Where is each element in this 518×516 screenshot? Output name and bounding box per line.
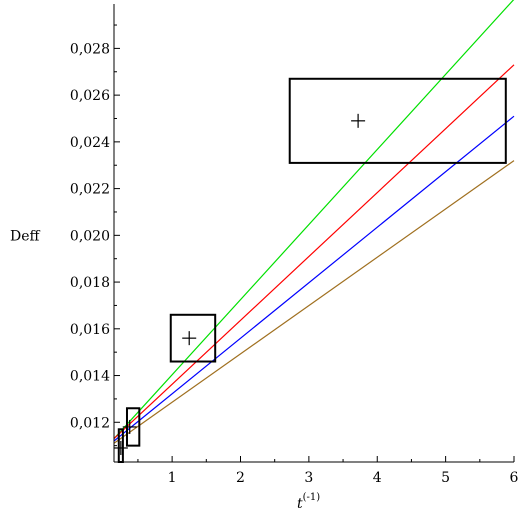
series-line-3 [113,115,515,442]
y-tick-label: 0,022 [70,182,110,198]
x-tick-label: 4 [373,470,382,486]
y-tick-label: 0,018 [70,275,110,291]
series-line-1 [113,0,515,440]
error-box-4 [288,77,507,164]
x-tick-label: 1 [168,470,177,486]
data-point-1 [113,440,128,455]
y-tick-label: 0,016 [70,322,110,338]
y-tick-label: 0,026 [70,88,110,104]
y-axis-title: Deff [10,228,41,244]
data-point-3 [182,331,197,346]
data-point-4 [351,113,366,128]
x-axis-title-base: t [297,496,303,512]
y-tick-label: 0,012 [70,415,110,431]
x-tick-label: 6 [510,470,518,486]
error-box-3 [169,313,217,363]
y-tick-label: 0,020 [70,228,110,244]
x-tick-label: 3 [304,470,313,486]
axes [113,4,514,463]
error-box-layer [117,77,507,463]
plot-clip-group [113,0,515,463]
x-axis-title: t(-1) [297,492,320,512]
point-layer [113,113,366,455]
tick-layer: 0,012 0,014 0,016 0,018 0,020 0,022 0,024 0,026… [70,24,518,486]
y-tick-label: 0,024 [70,135,110,151]
series-line-2 [113,64,515,440]
x-axis-title-superscript: (-1) [303,492,321,503]
y-tick-label: 0,028 [70,41,110,57]
x-tick-label: 5 [441,470,450,486]
y-tick-label: 0,014 [70,369,110,385]
data-point-2 [122,419,137,434]
series-line-4 [113,160,515,444]
series-layer [113,0,515,444]
x-tick-label: 2 [236,470,245,486]
